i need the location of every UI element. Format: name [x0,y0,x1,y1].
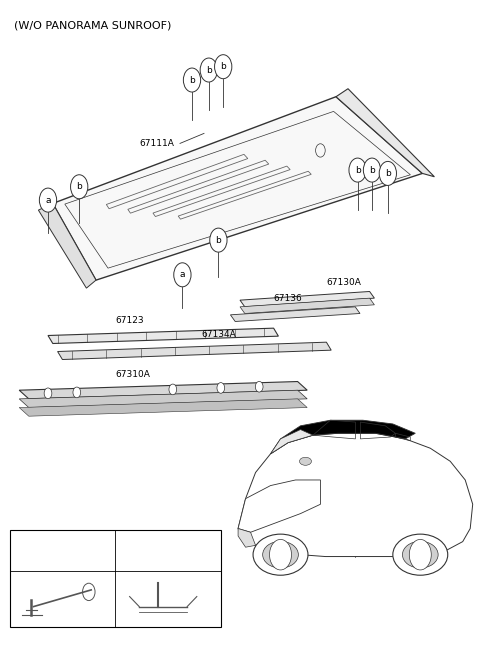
Polygon shape [58,342,331,360]
Polygon shape [271,430,313,454]
Text: 67123: 67123 [115,316,144,325]
Ellipse shape [402,542,438,568]
Text: 67130A: 67130A [326,278,361,287]
Polygon shape [53,97,422,280]
Circle shape [20,540,36,561]
Polygon shape [238,434,473,556]
Polygon shape [230,307,360,321]
Circle shape [200,58,217,82]
Circle shape [379,161,396,185]
Circle shape [174,263,191,287]
Text: b: b [385,169,391,178]
Circle shape [409,540,431,570]
Text: (W/O PANORAMA SUNROOF): (W/O PANORAMA SUNROOF) [14,20,172,30]
Circle shape [255,382,263,392]
Text: 67310A: 67310A [115,370,150,379]
Circle shape [363,158,381,182]
Polygon shape [19,390,307,408]
Polygon shape [38,203,96,288]
Text: a: a [180,270,185,279]
Polygon shape [19,399,307,416]
Text: b: b [76,182,82,191]
Circle shape [73,387,81,398]
Circle shape [183,68,201,92]
Circle shape [44,388,52,399]
Ellipse shape [300,458,312,466]
Text: 67134A: 67134A [202,330,236,339]
Polygon shape [238,480,321,532]
Polygon shape [19,382,307,399]
Text: a: a [25,546,31,555]
Text: 67111A: 67111A [139,139,174,148]
Polygon shape [238,528,255,547]
Text: 67331R: 67331R [46,552,81,560]
FancyBboxPatch shape [10,530,221,627]
Text: 67363L: 67363L [151,546,185,555]
Circle shape [169,384,177,395]
Text: b: b [369,165,375,175]
Text: b: b [131,546,136,555]
Circle shape [349,158,366,182]
Polygon shape [240,298,374,313]
Circle shape [215,55,232,79]
Text: 67321L: 67321L [46,540,79,548]
Text: b: b [355,165,360,175]
Circle shape [71,175,88,199]
Circle shape [270,540,291,570]
Circle shape [39,188,57,212]
Text: 67136: 67136 [274,295,302,303]
Polygon shape [48,328,278,344]
Circle shape [210,228,227,252]
Circle shape [126,540,141,561]
Circle shape [217,383,225,394]
Polygon shape [240,291,374,307]
Ellipse shape [263,542,299,568]
Polygon shape [271,420,415,454]
Text: b: b [206,65,212,75]
Text: b: b [216,235,221,245]
Ellipse shape [253,534,308,575]
Polygon shape [336,89,434,177]
Ellipse shape [393,534,448,575]
Text: b: b [220,62,226,71]
Text: a: a [45,195,51,205]
Text: b: b [189,75,195,85]
